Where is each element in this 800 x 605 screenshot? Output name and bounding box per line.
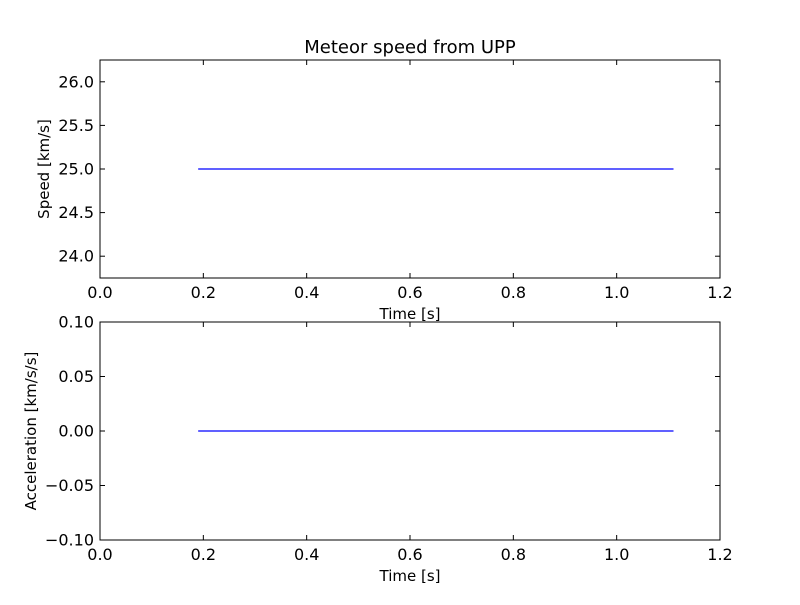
acceleration-x-tick-label: 0.0: [87, 545, 112, 564]
acceleration-x-tick-label: 1.2: [707, 545, 732, 564]
speed-x-axis-label: Time [s]: [379, 305, 441, 323]
acceleration-x-tick-label: 0.6: [397, 545, 422, 564]
speed-y-tick-label: 26.0: [58, 72, 94, 91]
speed-x-tick-label: 0.8: [501, 283, 526, 302]
chart-title: Meteor speed from UPP: [304, 37, 516, 58]
speed-y-tick-label: 25.5: [58, 116, 94, 135]
acceleration-x-tick-label: 0.8: [501, 545, 526, 564]
acceleration-y-axis-label: Acceleration [km/s/s]: [22, 352, 40, 511]
acceleration-x-axis-label: Time [s]: [379, 567, 441, 585]
acceleration-x-tick-label: 1.0: [604, 545, 629, 564]
speed-x-tick-label: 0.2: [191, 283, 216, 302]
acceleration-y-tick-label: 0.05: [58, 367, 94, 386]
acceleration-y-tick-label: −0.10: [45, 531, 94, 550]
speed-x-tick-label: 0.6: [397, 283, 422, 302]
acceleration-y-tick-label: 0.00: [58, 422, 94, 441]
speed-x-tick-label: 0.4: [294, 283, 319, 302]
acceleration-x-tick-label: 0.2: [191, 545, 216, 564]
speed-x-tick-label: 1.2: [707, 283, 732, 302]
acceleration-y-tick-label: −0.05: [45, 476, 94, 495]
acceleration-x-tick-label: 0.4: [294, 545, 319, 564]
speed-y-tick-label: 24.5: [58, 203, 94, 222]
speed-x-tick-label: 0.0: [87, 283, 112, 302]
speed-y-tick-label: 25.0: [58, 160, 94, 179]
acceleration-y-tick-label: 0.10: [58, 313, 94, 332]
speed-x-tick-label: 1.0: [604, 283, 629, 302]
speed-y-axis-label: Speed [km/s]: [35, 119, 53, 219]
speed-y-tick-label: 24.0: [58, 247, 94, 266]
